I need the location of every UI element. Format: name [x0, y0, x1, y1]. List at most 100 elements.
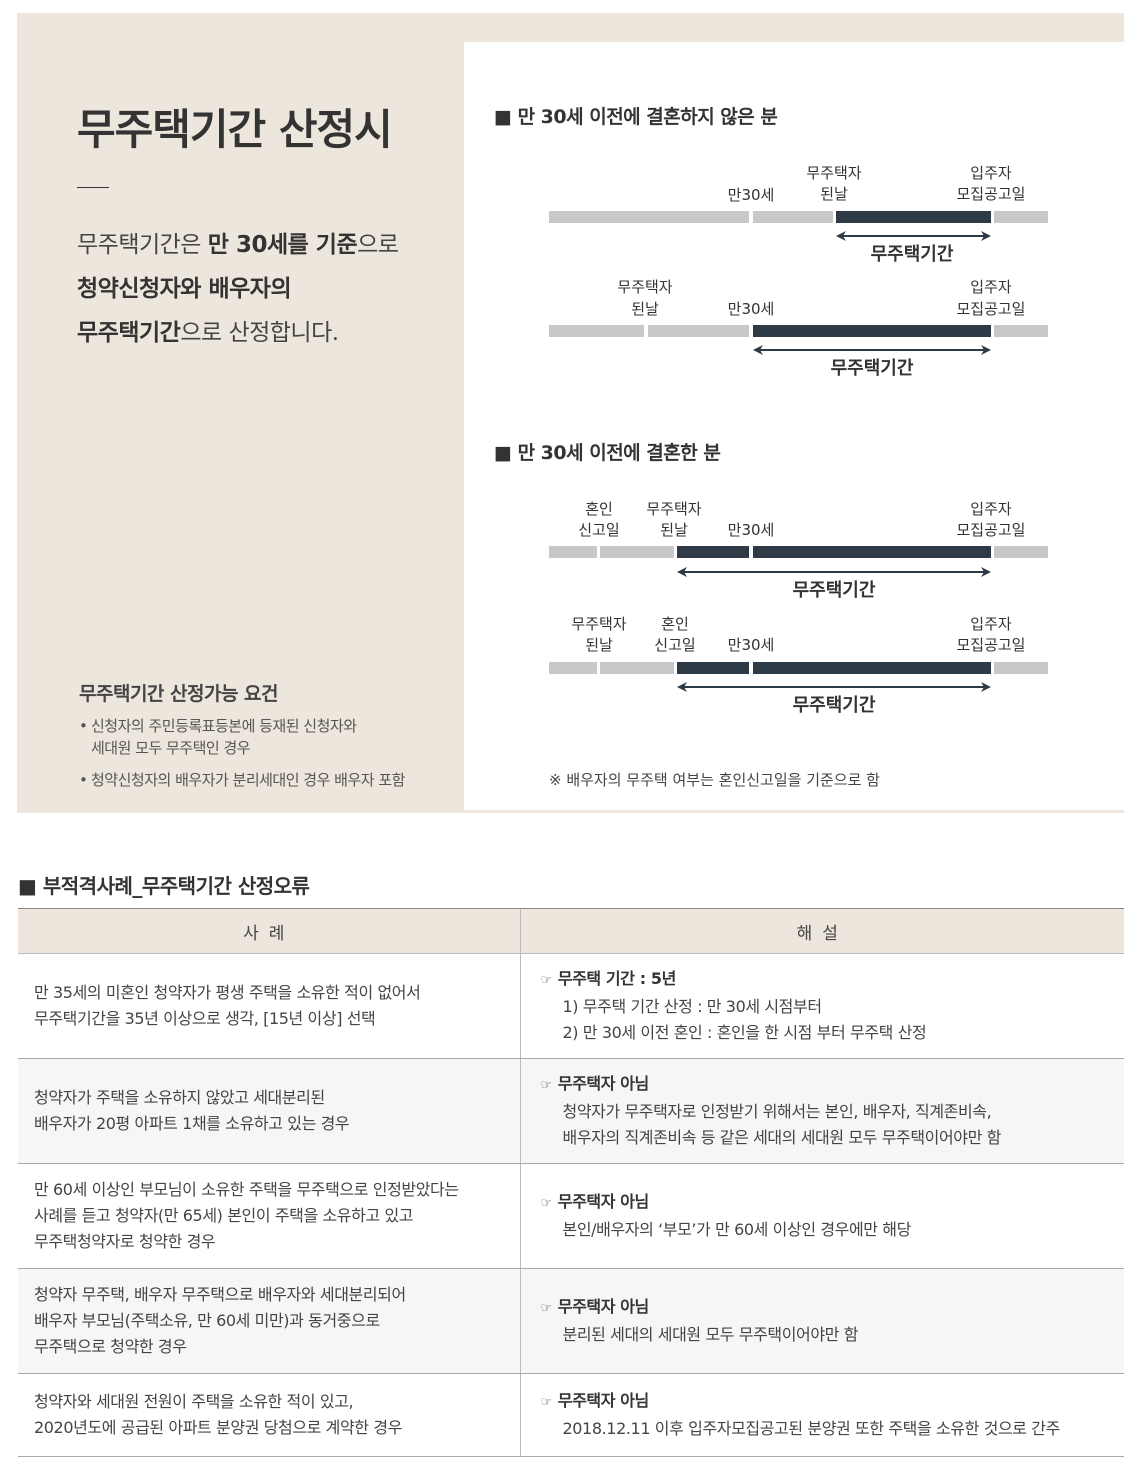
verdict: 무주택 기간 : 5년 — [557, 969, 677, 988]
bar-light — [994, 325, 1048, 337]
diagram-footnote: ※ 배우자의 무주택 여부는 혼인신고일을 기준으로 함 — [549, 771, 880, 789]
intro-line-1: 무주택기간은 만 30세를 기준으로 — [77, 223, 399, 267]
verdict-line: ☞ 무주택자 아님 — [541, 1388, 1109, 1416]
explanation-cell: ☞ 무주택자 아님 청약자가 무주택자로 인정받기 위해서는 본인, 배우자, 직… — [519, 1058, 1124, 1164]
label-notice-2: 모집공고일 — [956, 300, 1025, 318]
bar-dark — [753, 546, 991, 558]
example-line: 청약자와 세대원 전원이 주택을 소유한 적이 있고, — [34, 1392, 354, 1411]
explanation-line: 본인/배우자의 ‘부모’가 만 60세 이상인 경우에만 해당 — [562, 1220, 912, 1239]
requirement-item: • 신청자의 주민등록표등본에 등재된 신청자와 세대원 모두 무주택인 경우 — [79, 715, 405, 759]
table-header-row: 사례 해설 — [18, 908, 1124, 954]
square-bullet-icon: ■ — [18, 874, 37, 898]
explanation-line: 배우자의 직계존비속 등 같은 세대의 세대원 모두 무주택이어야만 함 — [562, 1128, 1002, 1147]
pointing-hand-icon: ☞ — [540, 1301, 553, 1316]
label-notice-1: 입주자 — [970, 164, 1012, 182]
bullet-icon: • — [79, 771, 88, 789]
pointing-hand-icon: ☞ — [540, 1196, 553, 1211]
page-title: 무주택기간 산정시 — [77, 105, 393, 154]
label-marriage-1: 혼인 — [661, 615, 689, 633]
timeline-row-1: 만30세 무주택자 된날 입주자 모집공고일 무주택기간 — [549, 164, 1048, 265]
table-row: 청약자가 주택을 소유하지 않았고 세대분리된 배우자가 20평 아파트 1채를… — [18, 1058, 1124, 1164]
bar-light — [549, 325, 644, 337]
label-age30: 만30세 — [728, 300, 775, 318]
explanation-line: 1) 무주택 기간 산정 : 만 30세 시점부터 — [562, 997, 823, 1016]
bar-light — [600, 546, 674, 558]
label-period: 무주택기간 — [793, 695, 876, 716]
example-line: 청약자 무주택, 배우자 무주택으로 배우자와 세대분리되어 — [34, 1285, 406, 1304]
table-row: 청약자와 세대원 전원이 주택을 소유한 적이 있고, 2020년도에 공급된 … — [18, 1373, 1124, 1457]
explanation-line: 분리된 세대의 세대원 모두 무주택이어야만 함 — [562, 1325, 859, 1344]
square-bullet-icon: ■ — [494, 106, 512, 128]
explanation-cell: ☞ 무주택자 아님 2018.12.11 이후 입주자모집공고된 분양권 또한 주… — [519, 1373, 1124, 1457]
bar-light — [753, 211, 833, 223]
header-explanation: 해설 — [519, 908, 1124, 954]
section-title-text: 만 30세 이전에 결혼하지 않은 분 — [517, 106, 778, 128]
label-homeless-1: 무주택자 — [646, 500, 701, 518]
label-homeless-1: 무주택자 — [806, 164, 861, 182]
label-homeless-2: 된날 — [631, 300, 659, 318]
label-notice-1: 입주자 — [970, 500, 1012, 518]
bar-dark — [677, 546, 749, 558]
label-marriage-2: 신고일 — [578, 521, 619, 539]
label-homeless-1: 무주택자 — [617, 278, 672, 296]
intro-panel: 무주택기간 산정시 무주택기간은 만 30세를 기준으로 청약신청자와 배우자의… — [17, 13, 1124, 813]
bar-dark — [753, 325, 991, 337]
intro-line-1-pre: 무주택기간은 — [77, 232, 208, 258]
bar-dark — [753, 662, 991, 674]
requirements-list: • 신청자의 주민등록표등본에 등재된 신청자와 세대원 모두 무주택인 경우 … — [79, 715, 405, 801]
intro-line-3-post: 으로 산정합니다. — [180, 320, 339, 346]
verdict: 무주택자 아님 — [557, 1074, 649, 1093]
label-homeless-2: 된날 — [585, 636, 613, 654]
bar-light — [600, 662, 674, 674]
example-line: 무주택으로 청약한 경우 — [34, 1337, 187, 1356]
label-notice-1: 입주자 — [970, 278, 1012, 296]
intro-line-1-post: 으로 — [357, 232, 399, 258]
label-homeless-2: 된날 — [820, 185, 848, 203]
cases-table: 사례 해설 만 35세의 미혼인 청약자가 평생 주택을 소유한 적이 없어서 … — [18, 908, 1124, 1457]
diagram-section-unmarried-title: ■ 만 30세 이전에 결혼하지 않은 분 — [494, 102, 778, 129]
label-marriage-2: 신고일 — [654, 636, 695, 654]
bar-light — [994, 211, 1048, 223]
example-line: 무주택기간을 35년 이상으로 생각, [15년 이상] 선택 — [34, 1009, 376, 1028]
example-cell: 만 35세의 미혼인 청약자가 평생 주택을 소유한 적이 없어서 무주택기간을… — [18, 953, 520, 1059]
bar-light — [994, 546, 1048, 558]
example-cell: 청약자와 세대원 전원이 주택을 소유한 적이 있고, 2020년도에 공급된 … — [18, 1373, 520, 1457]
diagram-section-married-title: ■ 만 30세 이전에 결혼한 분 — [494, 438, 721, 465]
example-line: 배우자 부모님(주택소유, 만 60세 미만)과 동거중으로 — [34, 1311, 380, 1330]
pointing-hand-icon: ☞ — [540, 973, 553, 988]
bullet-icon: • — [79, 717, 88, 735]
label-homeless-1: 무주택자 — [571, 615, 626, 633]
cases-section-title: ■ 부적격사례_무주택기간 산정오류 — [18, 870, 310, 899]
verdict-line: ☞ 무주택 기간 : 5년 — [541, 966, 1109, 994]
label-age30: 만30세 — [728, 636, 775, 654]
example-line: 2020년도에 공급된 아파트 분양권 당첨으로 계약한 경우 — [34, 1418, 402, 1437]
label-notice-2: 모집공고일 — [956, 521, 1025, 539]
label-period: 무주택기간 — [793, 580, 876, 601]
explanation-cell: ☞ 무주택 기간 : 5년 1) 무주택 기간 산정 : 만 30세 시점부터 2… — [519, 953, 1124, 1059]
explanation-line: 2) 만 30세 이전 혼인 : 혼인을 한 시점 부터 무주택 산정 — [562, 1023, 927, 1042]
pointing-hand-icon: ☞ — [540, 1078, 553, 1093]
bar-light — [648, 325, 749, 337]
bar-dark — [836, 211, 991, 223]
example-line: 만 60세 이상인 부모님이 소유한 주택을 무주택으로 인정받았다는 — [34, 1180, 459, 1199]
table-row: 청약자 무주택, 배우자 무주택으로 배우자와 세대분리되어 배우자 부모님(주… — [18, 1268, 1124, 1374]
verdict-line: ☞ 무주택자 아님 — [541, 1294, 1109, 1322]
example-line: 만 35세의 미혼인 청약자가 평생 주택을 소유한 적이 없어서 — [34, 983, 421, 1002]
label-age30: 만30세 — [728, 186, 775, 204]
label-notice-2: 모집공고일 — [956, 185, 1025, 203]
requirement-item: • 청약신청자의 배우자가 분리세대인 경우 배우자 포함 — [79, 769, 405, 791]
verdict: 무주택자 아님 — [557, 1192, 649, 1211]
example-line: 사례를 듣고 청약자(만 65세) 본인이 주택을 소유하고 있고 — [34, 1206, 414, 1225]
table-row: 만 35세의 미혼인 청약자가 평생 주택을 소유한 적이 없어서 무주택기간을… — [18, 953, 1124, 1059]
bar-light — [549, 546, 597, 558]
bar-light — [549, 211, 749, 223]
verdict-line: ☞ 무주택자 아님 — [541, 1071, 1109, 1099]
label-homeless-2: 된날 — [660, 521, 688, 539]
label-age30: 만30세 — [728, 521, 775, 539]
explanation-cell: ☞ 무주택자 아님 분리된 세대의 세대원 모두 무주택이어야만 함 — [519, 1268, 1124, 1374]
timeline-row-3: 혼인 신고일 무주택자 된날 만30세 입주자 모집공고일 무주택기간 — [549, 500, 1048, 601]
verdict-line: ☞ 무주택자 아님 — [541, 1189, 1109, 1217]
explanation-cell: ☞ 무주택자 아님 본인/배우자의 ‘부모’가 만 60세 이상인 경우에만 해당 — [519, 1163, 1124, 1269]
intro-line-2: 청약신청자와 배우자의 — [77, 267, 398, 311]
requirement-text: 세대원 모두 무주택인 경우 — [91, 739, 251, 757]
